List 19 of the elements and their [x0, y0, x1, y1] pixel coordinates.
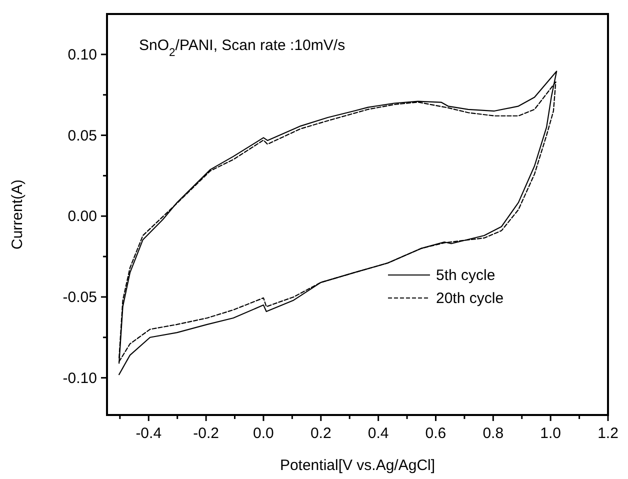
x-tick-label: 1.0: [540, 425, 562, 442]
y-tick-label: 0.00: [68, 208, 97, 226]
y-tick-label: 0.05: [68, 127, 97, 144]
y-tick-label: -0.10: [62, 370, 97, 387]
x-tick-label: 0.2: [310, 425, 332, 442]
x-tick-label: 1.2: [598, 425, 618, 442]
y-tick-label: -0.05: [62, 288, 97, 306]
x-tick-label: 0.4: [368, 425, 389, 442]
y-axis-title: Current(A): [9, 179, 26, 250]
x-tick-label: 0.0: [253, 425, 274, 442]
legend-label: 20th cycle: [436, 290, 504, 307]
x-tick-label: -0.2: [193, 425, 219, 442]
x-tick-label: 0.8: [482, 425, 504, 442]
x-tick-label: -0.4: [136, 425, 162, 442]
x-tick-label: 0.6: [425, 425, 446, 442]
x-axis-title: Potential[V vs.Ag/AgCl]: [280, 457, 436, 474]
annotation: SnO$_{2}$/PANI, Scan rate :10mV/s: [139, 37, 346, 59]
legend-label: 5th cycle: [436, 267, 496, 284]
y-tick-label: 0.10: [68, 46, 97, 64]
